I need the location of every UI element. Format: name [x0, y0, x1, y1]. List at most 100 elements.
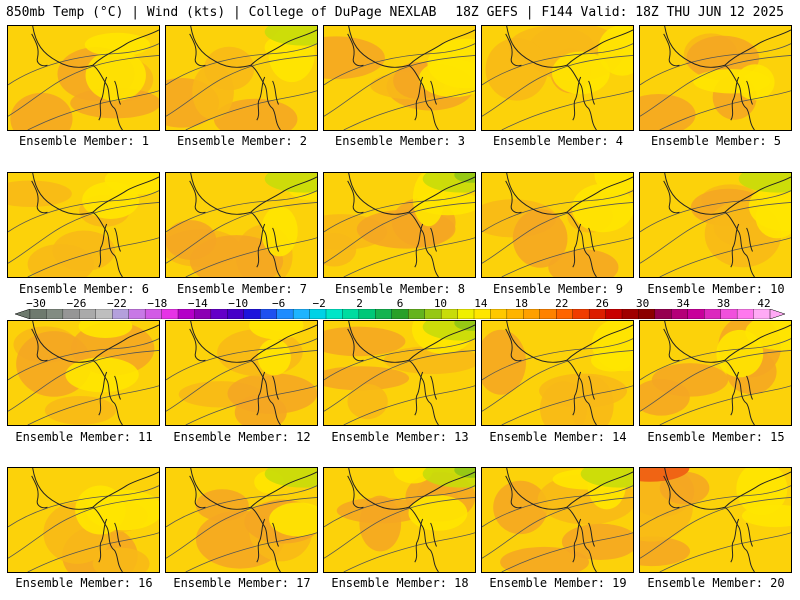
colorbar-segment [260, 309, 278, 319]
ensemble-member-label: Ensemble Member: 17 [173, 576, 311, 590]
colorbar-segment [144, 309, 163, 319]
colorbar-segment [424, 309, 442, 319]
colorbar-tick-label: 38 [716, 297, 731, 310]
ensemble-member-label: Ensemble Member: 6 [18, 282, 150, 296]
colorbar-segment [227, 309, 245, 319]
colorbar-segment [523, 309, 541, 319]
colorbar-tick-label: 2 [356, 297, 363, 310]
ensemble-member-label: Ensemble Member: 5 [650, 134, 782, 148]
colorbar-segment [79, 309, 97, 319]
colorbar-tick-label: −10 [228, 297, 249, 310]
colorbar-segment [621, 309, 639, 319]
ensemble-member-label: Ensemble Member: 20 [647, 576, 785, 590]
colorbar-segment [687, 309, 705, 319]
colorbar-segment [473, 309, 491, 319]
colorbar-tick-label: −6 [272, 297, 286, 310]
temperature-field-map [8, 26, 159, 130]
colorbar-segment [29, 309, 47, 319]
ensemble-member-map [481, 25, 634, 131]
ensemble-member-label: Ensemble Member: 7 [176, 282, 308, 296]
ensemble-member-map [7, 172, 160, 278]
ensemble-member-label: Ensemble Member: 15 [647, 430, 785, 444]
ensemble-member-map [323, 25, 476, 131]
temperature-field-map [324, 468, 475, 572]
ensemble-member-map [639, 172, 792, 278]
colorbar-segment [753, 309, 771, 319]
colorbar-segment [243, 309, 261, 319]
colorbar-tick-label: −30 [26, 297, 46, 310]
colorbar-tick-label: 14 [474, 297, 488, 310]
colorbar-tick-label: 42 [757, 297, 771, 310]
colorbar-segment [539, 309, 557, 319]
temperature-field-map [8, 468, 159, 572]
colorbar-tick-label: 22 [555, 297, 569, 310]
temperature-field-map [640, 468, 791, 572]
colorbar-segment [177, 309, 195, 319]
ensemble-member-label: Ensemble Member: 4 [492, 134, 624, 148]
colorbar-tick-label: −26 [66, 297, 87, 310]
colorbar-segment [62, 309, 80, 319]
colorbar-segment [490, 309, 508, 319]
ensemble-member-map [639, 320, 792, 426]
chart-title: 850mb Temp (°C) | Wind (kts) | College o… [6, 5, 437, 20]
colorbar-segment [325, 309, 343, 319]
temperature-field-map [482, 173, 633, 277]
temperature-field-map [482, 468, 633, 572]
colorbar-segment [704, 309, 722, 319]
colorbar-segment [605, 309, 623, 319]
ensemble-member-label: Ensemble Member: 12 [173, 430, 311, 444]
colorbar-tick-label: −22 [106, 297, 127, 310]
ensemble-member-map [481, 320, 634, 426]
ensemble-member-label: Ensemble Member: 19 [489, 576, 627, 590]
colorbar-tick-label: 30 [636, 297, 650, 310]
ensemble-member-map [639, 25, 792, 131]
temperature-field-map [8, 321, 159, 425]
colorbar-segment [292, 309, 311, 319]
colorbar-segment [46, 309, 64, 319]
colorbar-segment [720, 309, 738, 319]
colorbar-segment [671, 309, 689, 319]
colorbar-segment [276, 309, 294, 319]
ensemble-member-map [481, 172, 634, 278]
colorbar-tick-label: 6 [396, 297, 404, 310]
colorbar-tick-label: −2 [312, 297, 326, 310]
run-valid-time: 18Z GEFS | F144 Valid: 18Z THU JUN 12 20… [455, 5, 784, 20]
colorbar-tick-label: 26 [595, 297, 609, 310]
colorbar-segment [375, 309, 393, 319]
temperature-field-map [482, 26, 633, 130]
temperature-field-map [640, 321, 791, 425]
ensemble-member-map [7, 320, 160, 426]
ensemble-member-label: Ensemble Member: 11 [15, 430, 153, 444]
temperature-field-map [8, 173, 159, 277]
ensemble-member-label: Ensemble Member: 13 [331, 430, 469, 444]
colorbar-tick-label: 18 [514, 297, 528, 310]
ensemble-member-map [323, 320, 476, 426]
temperature-field-map [324, 26, 475, 130]
ensemble-member-label: Ensemble Member: 1 [18, 134, 150, 148]
colorbar-segment [391, 309, 409, 319]
colorbar-segment [457, 309, 475, 319]
temperature-field-map [324, 321, 475, 425]
ensemble-member-map [165, 467, 318, 573]
ensemble-member-label: Ensemble Member: 2 [176, 134, 308, 148]
temperature-field-map [166, 173, 317, 277]
colorbar-tick-label: 10 [433, 297, 448, 310]
ensemble-member-label: Ensemble Member: 8 [334, 282, 466, 296]
colorbar-tick-label: −14 [187, 297, 208, 310]
ensemble-member-label: Ensemble Member: 18 [331, 576, 469, 590]
colorbar-segment [588, 309, 607, 319]
colorbar-segment [342, 309, 360, 319]
colorbar-segment [556, 309, 574, 319]
colorbar-segment [440, 309, 459, 319]
ensemble-member-map [165, 172, 318, 278]
ensemble-member-label: Ensemble Member: 9 [492, 282, 624, 296]
colorbar-segment [128, 309, 146, 319]
temperature-field-map [324, 173, 475, 277]
colorbar-segment [112, 309, 130, 319]
colorbar-segment [358, 309, 376, 319]
temperature-field-map [640, 26, 791, 130]
temperature-field-map [166, 26, 317, 130]
ensemble-member-label: Ensemble Member: 14 [489, 430, 627, 444]
colorbar-segment [95, 309, 113, 319]
colorbar-segment [736, 309, 755, 319]
